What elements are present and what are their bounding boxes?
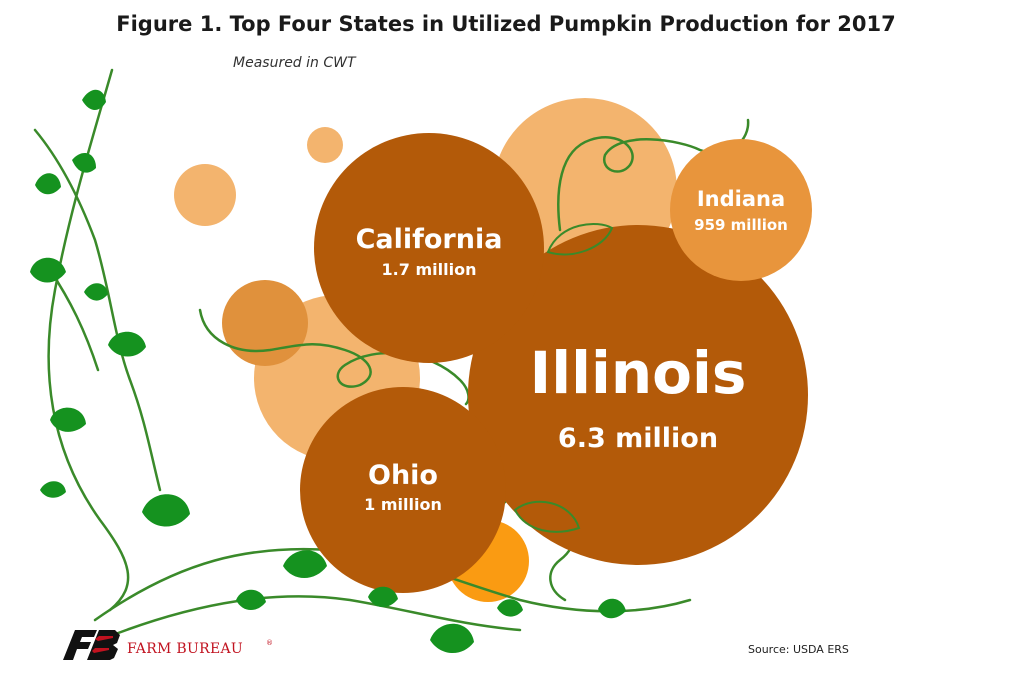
bubble-value-california: 1.7 million (382, 260, 477, 279)
bubble-label-california: California (356, 224, 503, 255)
leaf-icon (598, 598, 626, 619)
leaf-icon (142, 494, 190, 527)
leaf-outline-icon (513, 500, 581, 533)
leaf-icon (236, 589, 266, 611)
leaf-icon (84, 283, 108, 301)
source-note: Source: USDA ERS (748, 643, 849, 656)
bubble-label-indiana: Indiana (697, 187, 785, 211)
leaf-icon (40, 481, 66, 498)
bubble-label-illinois: Illinois (530, 339, 747, 407)
vine-bottom-sweep-2 (98, 595, 522, 642)
bubble-group: Illinois 6.3 million California 1.7 million… (300, 133, 812, 593)
bubble-value-indiana: 959 million (694, 216, 788, 234)
decor-circle-left (174, 164, 236, 226)
leaf-icon (35, 173, 61, 195)
chart-title: Figure 1. Top Four States in Utilized Pu… (116, 12, 896, 36)
decor-circle-mid-dark (222, 280, 308, 366)
chart-subtitle: Measured in CWT (233, 55, 356, 71)
leaf-icon (430, 623, 474, 654)
farm-bureau-logo-text: FARM BUREAU (127, 641, 243, 657)
leaf-icon (30, 257, 66, 283)
registered-mark: ® (266, 639, 273, 647)
bubble-california (314, 133, 544, 363)
vine-left-branch (33, 128, 162, 492)
leaf-icon (50, 407, 86, 432)
bubble-value-illinois: 6.3 million (558, 423, 718, 454)
bubble-value-ohio: 1 million (364, 495, 442, 514)
leaf-icon (72, 153, 96, 173)
bubble-ohio (300, 387, 506, 593)
leaf-icon (82, 89, 106, 110)
leaf-decoration (30, 89, 626, 654)
leaf-outline-decoration (513, 222, 614, 533)
leaf-icon (283, 550, 327, 578)
farm-bureau-logo-icon (63, 630, 120, 660)
farm-bureau-logo: FARM BUREAU ® (57, 626, 277, 662)
leaf-outline-icon (546, 222, 614, 256)
bubble-indiana (670, 139, 812, 281)
leaf-icon (368, 586, 398, 608)
vine-middle-curl (198, 308, 470, 406)
bubble-illinois (468, 225, 808, 565)
leaf-icon (108, 331, 146, 357)
bubble-label-ohio: Ohio (368, 460, 438, 491)
leaf-icon (497, 599, 523, 617)
decor-circle-small-top (307, 127, 343, 163)
